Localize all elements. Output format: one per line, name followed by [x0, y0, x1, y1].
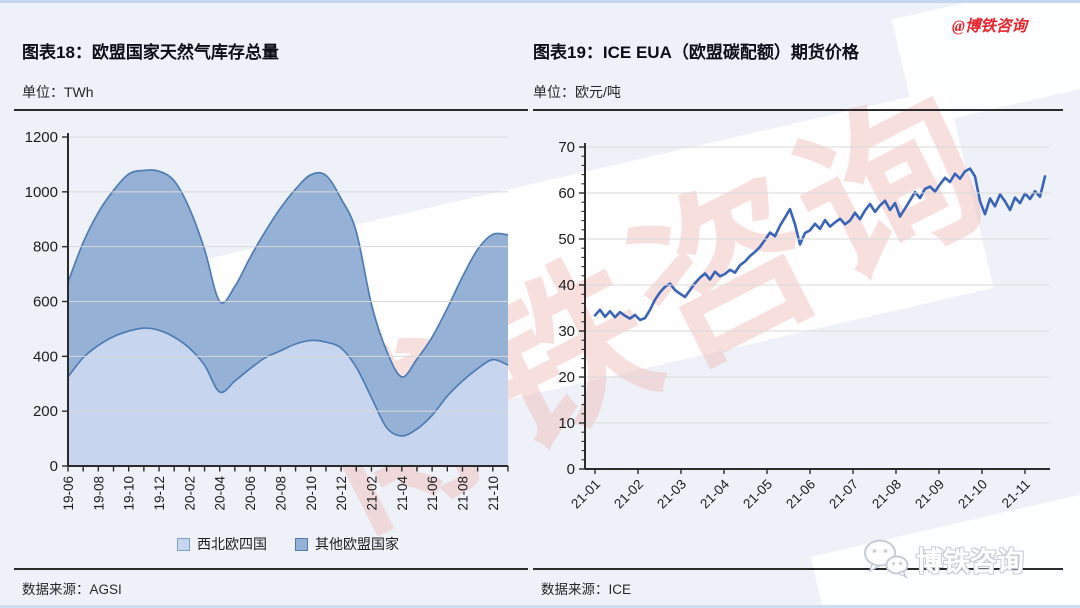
- svg-text:21-10: 21-10: [486, 476, 501, 511]
- svg-text:21-09: 21-09: [912, 477, 947, 512]
- svg-text:20-02: 20-02: [182, 476, 197, 511]
- figure19-source: 数据来源：ICE: [541, 582, 632, 597]
- svg-text:20-08: 20-08: [273, 476, 288, 511]
- svg-text:21-04: 21-04: [697, 476, 732, 511]
- figure19-bottom-rule: [533, 568, 1063, 570]
- legend-swatch-others: [295, 537, 308, 551]
- svg-text:19-08: 19-08: [91, 476, 106, 511]
- gas-axes: 0 200 400 600 800 1000 1200 19-06 19-08 19-10 19-1…: [25, 129, 509, 511]
- svg-text:21-08: 21-08: [869, 477, 904, 512]
- eua-price-chart: [593, 167, 1047, 322]
- svg-text:21-06: 21-06: [425, 476, 440, 511]
- svg-text:20-04: 20-04: [213, 476, 228, 511]
- svg-text:600: 600: [33, 294, 58, 311]
- svg-text:19-06: 19-06: [61, 476, 76, 511]
- figure18-source: 数据来源：AGSI: [22, 582, 122, 597]
- area-nw4: [68, 328, 508, 466]
- figure18-title: 图表18：欧盟国家天然气库存总量: [22, 43, 279, 62]
- svg-text:30: 30: [558, 323, 575, 340]
- figure19-title: 图表19：ICE EUA（欧盟碳配额）期货价格: [533, 43, 859, 62]
- eua-price-line: [593, 167, 1047, 322]
- legend-swatch-nw4: [177, 537, 190, 551]
- gas-grid: [68, 136, 508, 412]
- legend-label-nw4: 西北欧四国: [197, 536, 267, 552]
- svg-text:21-01: 21-01: [568, 477, 603, 512]
- svg-text:20: 20: [558, 369, 575, 386]
- figure18-top-rule: [14, 109, 528, 111]
- svg-text:21-06: 21-06: [783, 477, 818, 512]
- svg-text:200: 200: [33, 403, 58, 420]
- svg-text:1200: 1200: [25, 129, 58, 146]
- svg-text:50: 50: [558, 231, 575, 248]
- svg-text:20-12: 20-12: [334, 476, 349, 511]
- svg-text:800: 800: [33, 239, 58, 256]
- svg-text:0: 0: [50, 458, 58, 475]
- eua-axes: 0 10 20 30 40 50 60 70 21-01 21-02 21-03 21-04 21-05…: [558, 139, 1050, 512]
- svg-text:21-04: 21-04: [395, 476, 410, 511]
- figure19-unit-label: 单位：欧元/吨: [533, 84, 621, 100]
- legend-label-others: 其他欧盟国家: [315, 536, 399, 552]
- gas-storage-chart: [67, 169, 509, 467]
- figure18-bottom-rule: [14, 568, 528, 570]
- wechat-logo-text: 博铁咨询: [916, 546, 1024, 577]
- eua-grid: [585, 146, 1050, 424]
- figure19-top-rule: [533, 109, 1063, 111]
- svg-text:1000: 1000: [25, 184, 58, 201]
- svg-text:19-10: 19-10: [122, 476, 137, 511]
- figure18-unit-label: 单位：TWh: [22, 84, 94, 100]
- svg-text:21-05: 21-05: [740, 477, 775, 512]
- svg-text:21-02: 21-02: [364, 476, 379, 511]
- svg-text:40: 40: [558, 277, 575, 294]
- svg-text:21-03: 21-03: [654, 477, 689, 512]
- svg-text:21-07: 21-07: [826, 477, 861, 512]
- svg-text:21-02: 21-02: [611, 477, 646, 512]
- svg-text:20-06: 20-06: [243, 476, 258, 511]
- legend-item-others: 其他欧盟国家: [295, 534, 399, 554]
- svg-text:21-10: 21-10: [955, 477, 990, 512]
- svg-text:10: 10: [558, 415, 575, 432]
- svg-text:20-10: 20-10: [304, 476, 319, 511]
- svg-text:0: 0: [567, 461, 575, 478]
- svg-text:21-11: 21-11: [999, 477, 1033, 511]
- wechat-logo-badge: 博铁咨询: [862, 537, 1024, 581]
- figure18-legend: 西北欧四国 其他欧盟国家: [68, 534, 508, 554]
- svg-text:70: 70: [558, 139, 575, 156]
- legend-item-nw4: 西北欧四国: [177, 534, 267, 554]
- svg-text:60: 60: [558, 185, 575, 202]
- wechat-icon: [864, 539, 909, 579]
- svg-text:19-12: 19-12: [152, 476, 167, 511]
- svg-text:400: 400: [33, 348, 58, 365]
- svg-text:21-08: 21-08: [455, 476, 470, 511]
- wechat-handle-text: @博铁咨询: [952, 18, 1027, 35]
